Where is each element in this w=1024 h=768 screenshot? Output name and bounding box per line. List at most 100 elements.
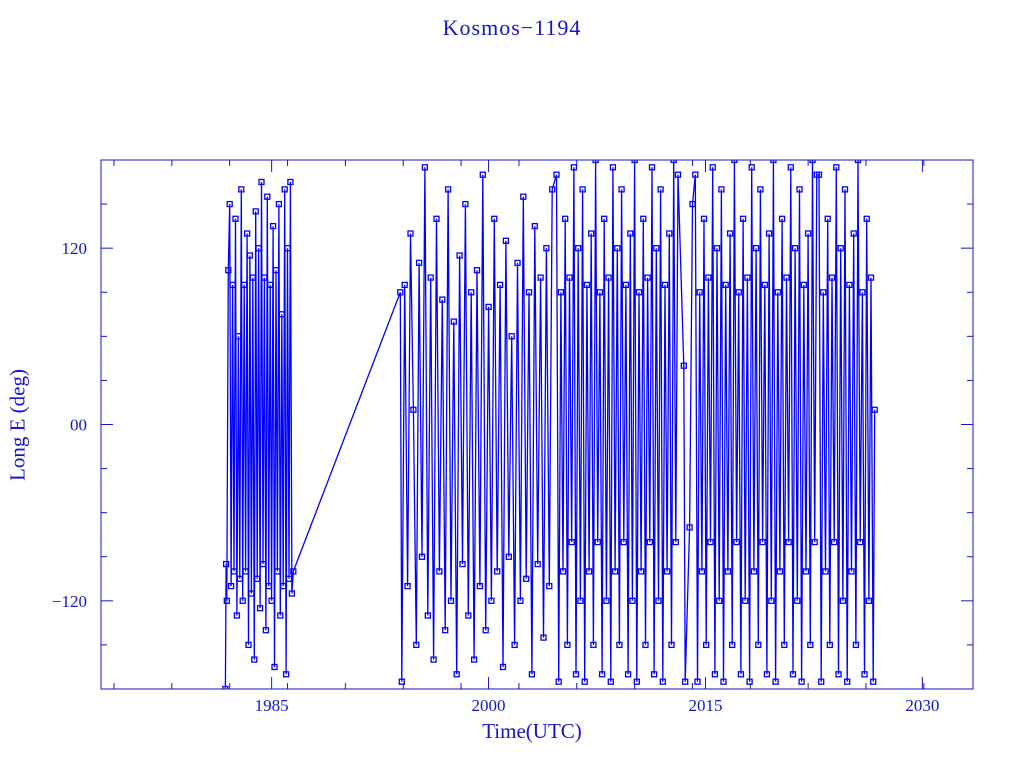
data-point — [752, 245, 760, 252]
data-point — [447, 597, 455, 604]
data-point — [867, 274, 875, 281]
data-point — [657, 186, 664, 193]
data-point — [742, 597, 749, 604]
data-point — [789, 671, 797, 678]
data-point — [588, 230, 595, 237]
data-point — [755, 641, 762, 649]
data-point — [794, 597, 801, 604]
data-point — [785, 538, 792, 546]
data-point — [670, 160, 677, 164]
data-point — [557, 289, 565, 296]
data-point — [724, 568, 732, 575]
series-line — [224, 160, 876, 689]
data-point — [468, 289, 475, 296]
data-point — [225, 267, 232, 274]
data-point — [682, 678, 689, 685]
data-point — [700, 215, 708, 222]
data-point — [653, 245, 660, 252]
data-point — [772, 678, 779, 685]
data-point — [733, 538, 740, 546]
data-point — [230, 568, 238, 575]
data-point — [820, 289, 827, 296]
data-point — [614, 245, 621, 252]
data-point — [236, 575, 243, 582]
data-point — [716, 597, 723, 604]
data-point — [759, 538, 766, 546]
data-point — [262, 627, 270, 634]
data-point — [859, 289, 866, 296]
x-axis-label: Time(UTC) — [482, 719, 582, 743]
data-point — [640, 215, 647, 222]
data-point — [713, 245, 721, 252]
data-point — [844, 678, 851, 685]
data-point — [698, 568, 706, 575]
data-point — [680, 362, 687, 369]
data-point — [251, 656, 258, 663]
y-axis-label: Long E (deg) — [5, 369, 30, 481]
data-point — [627, 230, 634, 237]
data-point — [802, 568, 810, 575]
data-point — [618, 186, 625, 193]
data-point — [707, 538, 714, 546]
data-point — [833, 164, 840, 171]
data-point — [577, 597, 584, 604]
data-point — [720, 678, 727, 685]
data-point — [781, 641, 788, 649]
data-point — [421, 164, 429, 171]
data-point — [459, 560, 466, 568]
data-point — [415, 259, 423, 267]
data-point — [525, 289, 533, 296]
data-point — [686, 524, 693, 531]
data-point — [861, 671, 868, 678]
data-point — [511, 641, 518, 649]
data-point — [453, 671, 460, 678]
data-point — [746, 678, 753, 685]
data-point — [413, 641, 420, 649]
data-point — [505, 553, 512, 560]
data-point — [659, 678, 666, 685]
data-point — [288, 590, 296, 597]
data-point — [407, 230, 414, 237]
data-point — [555, 678, 562, 685]
data-point — [696, 289, 703, 296]
data-point — [546, 582, 553, 590]
data-point — [837, 245, 844, 252]
data-point — [663, 568, 671, 575]
data-point — [258, 178, 265, 186]
data-point — [284, 245, 291, 252]
data-point — [277, 612, 284, 619]
data-point — [735, 289, 742, 296]
data-point — [581, 678, 588, 685]
data-point — [254, 575, 261, 582]
data-point — [776, 568, 784, 575]
data-point — [635, 289, 643, 296]
data-point — [850, 230, 857, 237]
data-point — [668, 641, 675, 649]
data-point — [846, 281, 853, 289]
data-point — [245, 641, 252, 649]
data-point — [280, 582, 287, 590]
data-point — [726, 230, 734, 237]
data-point — [822, 568, 829, 575]
data-point — [562, 215, 569, 222]
data-point — [739, 215, 747, 222]
data-point — [508, 333, 515, 340]
data-point — [585, 568, 593, 575]
data-point — [239, 597, 246, 604]
data-point — [646, 538, 653, 546]
data-point — [248, 590, 255, 597]
data-point — [227, 582, 235, 590]
data-point — [711, 671, 719, 678]
data-point — [267, 281, 274, 289]
data-point — [765, 230, 773, 237]
data-point — [517, 597, 524, 604]
data-point — [703, 641, 710, 649]
data-point — [439, 296, 446, 303]
data-point — [494, 568, 501, 575]
data-point — [644, 274, 651, 281]
data-point — [496, 281, 504, 289]
data-point — [705, 274, 712, 281]
data-point — [592, 160, 599, 164]
data-point — [436, 568, 443, 575]
data-point — [476, 582, 484, 590]
